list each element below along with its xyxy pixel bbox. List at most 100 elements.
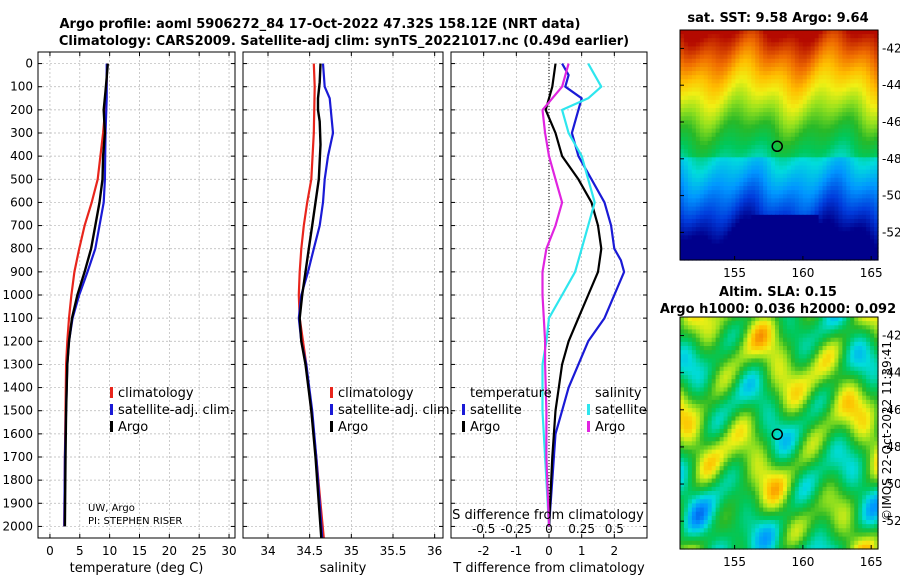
map-cell [763,87,768,93]
map-cell [715,99,721,105]
map-cell [731,120,737,126]
map-cell [731,181,737,187]
map-cell [810,149,816,154]
map-cell [866,223,871,228]
map-cell [782,441,788,447]
map-cell [771,181,776,187]
map-cell [854,34,859,39]
map-cell [866,445,871,451]
map-cell [743,370,748,376]
map-cell [743,321,748,326]
map-cell [731,140,737,146]
map-cell [834,424,839,430]
map-cell [771,370,776,376]
map-cell [691,433,697,438]
map-cell [854,346,859,351]
map-cell [806,395,812,401]
map-cell [842,58,847,64]
map-cell [779,38,784,43]
map-cell [767,445,772,451]
map-cell [858,366,863,372]
map-cell [691,66,697,72]
map-cell [687,420,693,426]
map-cell [743,337,748,343]
map-cell [786,91,792,97]
map-cell [858,62,863,68]
map-cell [735,120,740,126]
map-cell [711,337,717,343]
map-cell [775,337,780,343]
map-cell [723,214,729,220]
map-cell [846,321,851,326]
map-cell [759,202,764,208]
map-cell [767,379,772,384]
map-cell [814,136,820,142]
map-cell [818,157,824,163]
map-cell [782,416,788,422]
map-cell [683,46,689,52]
map-cell [743,71,748,76]
map-cell [691,350,697,355]
map-cell [842,379,847,384]
map-cell [711,243,717,249]
map-cell [715,370,721,376]
map-cell [826,186,832,191]
map-cell [822,337,828,343]
map-cell [727,169,733,175]
map-cell [854,341,859,347]
map-cell [874,87,879,93]
map-cell [719,214,725,220]
map-cell [715,38,721,43]
map-cell [707,46,713,52]
map-cell [707,329,713,335]
map-cell [763,379,768,384]
map-cell [862,247,867,253]
map-cell [794,116,800,121]
map-cell [763,453,768,459]
map-cell [767,66,772,72]
map-cell [723,128,729,134]
map-cell [862,108,867,113]
map-cell [739,58,744,64]
map-cell [739,404,744,409]
map-cell [699,99,705,105]
map-cell [818,462,824,467]
difference-legend-salinity: salinity satellite Argo [587,386,647,435]
map-cell [822,83,828,89]
map-cell [850,62,855,68]
map-cell [846,210,851,216]
map-cell [771,218,776,224]
map-cell [687,239,693,245]
map-cell [798,370,804,376]
map-cell [846,75,851,80]
map-cell [814,445,820,451]
map-cell [751,387,756,393]
map-cell [731,173,737,179]
map-cell [830,83,836,89]
map-cell [727,202,733,208]
map-cell [826,235,832,241]
map-cell [838,30,843,35]
map-cell [846,231,851,236]
map-cell [822,99,828,105]
map-cell [727,255,733,261]
map-cell [683,462,689,467]
map-cell [707,358,713,364]
map-cell [838,140,843,146]
map-cell [755,366,760,372]
map-cell [866,157,871,163]
map-cell [755,42,760,48]
map-cell [699,124,705,130]
x-tick-label: 10 [102,544,117,558]
map-cell [866,453,871,459]
map-cell [822,412,828,418]
map-cell [695,321,701,326]
map-cell [822,243,828,249]
map-cell [727,416,733,422]
map-cell [794,198,800,204]
map-cell [798,358,804,364]
map-cell [731,218,737,224]
map-cell [850,379,855,384]
map-cell [723,333,729,339]
map-cell [771,239,776,245]
